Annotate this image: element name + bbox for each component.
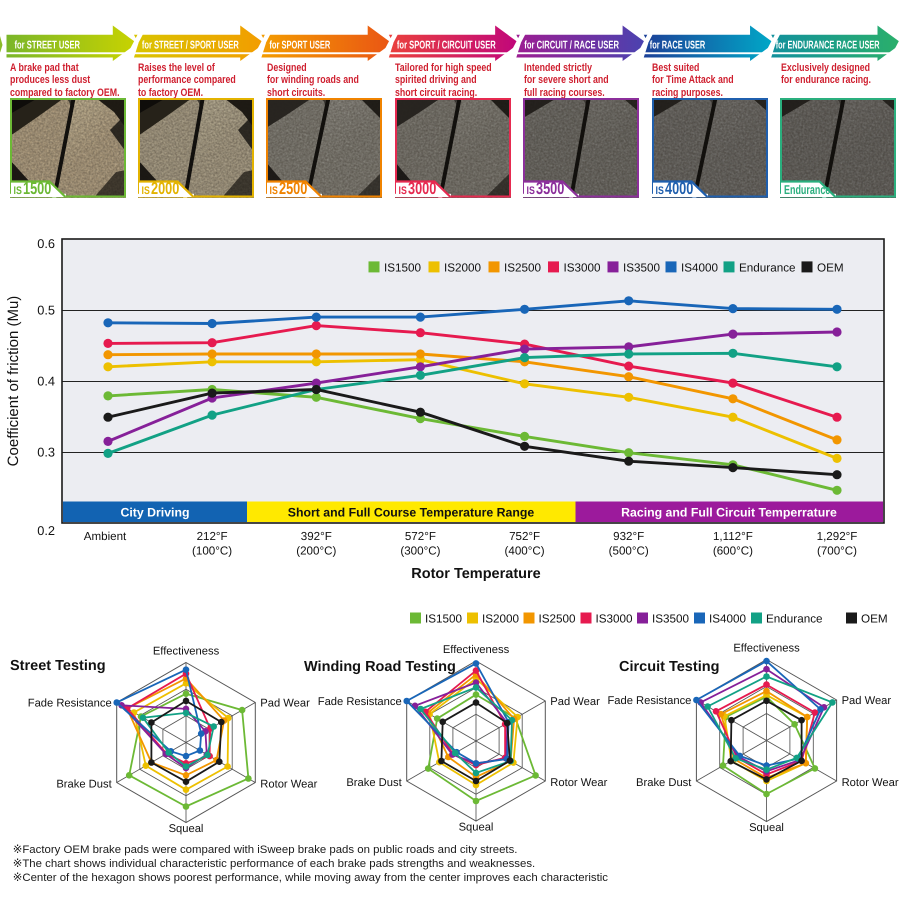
svg-text:Coefficient of friction (Mu): Coefficient of friction (Mu) <box>5 296 22 467</box>
svg-text:(500°C): (500°C) <box>609 545 649 558</box>
svg-text:0.4: 0.4 <box>37 373 55 388</box>
svg-text:Winding Road Testing: Winding Road Testing <box>304 659 456 675</box>
svg-text:Squeal: Squeal <box>169 823 204 835</box>
svg-text:Endurance: Endurance <box>766 612 823 625</box>
svg-text:Rotor Temperature: Rotor Temperature <box>411 566 540 582</box>
svg-text:3500: 3500 <box>536 179 564 197</box>
svg-text:Rotor Wear: Rotor Wear <box>550 777 607 789</box>
svg-text:IS: IS <box>398 185 406 197</box>
svg-text:IS: IS <box>527 185 535 197</box>
svg-text:IS4000: IS4000 <box>681 261 719 274</box>
svg-text:Effectiveness: Effectiveness <box>443 644 510 656</box>
svg-text:IS: IS <box>270 185 278 197</box>
svg-text:1,112°F: 1,112°F <box>713 530 753 543</box>
svg-text:for SPORT USER: for SPORT USER <box>269 39 330 51</box>
svg-text:932°F: 932°F <box>613 530 644 543</box>
svg-text:Circuit Testing: Circuit Testing <box>619 659 719 675</box>
svg-text:Squeal: Squeal <box>459 822 494 834</box>
svg-text:Endurance: Endurance <box>739 261 796 274</box>
svg-text:IS: IS <box>655 185 663 197</box>
svg-text:4000: 4000 <box>665 179 693 197</box>
svg-text:for CIRCUIT / RACE USER: for CIRCUIT / RACE USER <box>524 39 619 51</box>
svg-text:3000: 3000 <box>408 179 436 197</box>
svg-text:IS2000: IS2000 <box>482 612 520 625</box>
svg-text:Short and Full Course Temperat: Short and Full Course Temperature Range <box>288 506 535 520</box>
svg-text:0.5: 0.5 <box>37 302 55 317</box>
svg-text:IS1500: IS1500 <box>425 612 463 625</box>
svg-text:IS2500: IS2500 <box>504 261 542 274</box>
svg-text:OEM: OEM <box>817 261 844 274</box>
svg-text:Pad Wear: Pad Wear <box>842 695 892 707</box>
svg-text:IS3000: IS3000 <box>564 261 602 274</box>
svg-text:IS: IS <box>13 185 21 197</box>
svg-text:IS2500: IS2500 <box>539 612 577 625</box>
svg-text:Pad Wear: Pad Wear <box>260 698 310 710</box>
svg-text:(300°C): (300°C) <box>400 545 440 558</box>
svg-text:572°F: 572°F <box>405 530 436 543</box>
svg-text:Squeal: Squeal <box>749 822 784 834</box>
svg-text:Racing and Full Circuit Temper: Racing and Full Circuit Temperrature <box>621 506 837 520</box>
svg-text:Ambient: Ambient <box>84 530 127 543</box>
svg-text:(600°C): (600°C) <box>713 545 753 558</box>
svg-text:Fade Resistance: Fade Resistance <box>318 696 402 708</box>
svg-text:0.6: 0.6 <box>37 236 55 251</box>
svg-text:2500: 2500 <box>279 179 307 197</box>
svg-text:for RACE USER: for RACE USER <box>650 39 705 51</box>
svg-text:Street Testing: Street Testing <box>10 658 106 674</box>
svg-text:IS4000: IS4000 <box>709 612 747 625</box>
svg-text:for STREET / SPORT USER: for STREET / SPORT USER <box>142 39 239 51</box>
svg-text:Pad Wear: Pad Wear <box>550 696 600 708</box>
svg-text:IS: IS <box>141 185 149 197</box>
svg-text:(200°C): (200°C) <box>296 545 336 558</box>
svg-text:Effectiveness: Effectiveness <box>153 646 220 658</box>
svg-text:Fade Resistance: Fade Resistance <box>28 698 112 710</box>
svg-text:City Driving: City Driving <box>120 506 189 520</box>
svg-text:0.3: 0.3 <box>37 444 55 459</box>
svg-text:IS3500: IS3500 <box>623 261 661 274</box>
svg-text:1,292°F: 1,292°F <box>817 530 858 543</box>
svg-text:for STREET USER: for STREET USER <box>15 39 81 51</box>
svg-text:IS1500: IS1500 <box>384 261 422 274</box>
svg-text:OEM: OEM <box>861 612 888 625</box>
svg-text:for ENDURANCE RACE USER: for ENDURANCE RACE USER <box>776 39 880 51</box>
svg-text:Rotor Wear: Rotor Wear <box>260 779 317 791</box>
svg-text:(100°C): (100°C) <box>192 545 232 558</box>
svg-text:(700°C): (700°C) <box>817 545 857 558</box>
svg-text:0.2: 0.2 <box>37 523 55 538</box>
svg-text:2000: 2000 <box>151 179 179 197</box>
svg-text:Effectiveness: Effectiveness <box>733 643 800 655</box>
svg-text:IS2000: IS2000 <box>444 261 482 274</box>
svg-text:392°F: 392°F <box>301 530 332 543</box>
svg-text:for SPORT / CIRCUIT USER: for SPORT / CIRCUIT USER <box>397 39 496 51</box>
svg-text:752°F: 752°F <box>509 530 540 543</box>
svg-text:IS3500: IS3500 <box>652 612 690 625</box>
svg-text:Brake Dust: Brake Dust <box>56 779 112 791</box>
svg-text:Rotor Wear: Rotor Wear <box>842 777 899 789</box>
svg-text:Endurance: Endurance <box>784 182 830 197</box>
svg-text:1500: 1500 <box>23 179 51 197</box>
svg-text:IS3000: IS3000 <box>596 612 634 625</box>
svg-text:Brake Dust: Brake Dust <box>346 777 402 789</box>
svg-text:212°F: 212°F <box>197 530 228 543</box>
svg-text:Brake Dust: Brake Dust <box>636 777 692 789</box>
svg-text:(400°C): (400°C) <box>505 545 545 558</box>
svg-text:Fade Resistance: Fade Resistance <box>607 695 691 707</box>
